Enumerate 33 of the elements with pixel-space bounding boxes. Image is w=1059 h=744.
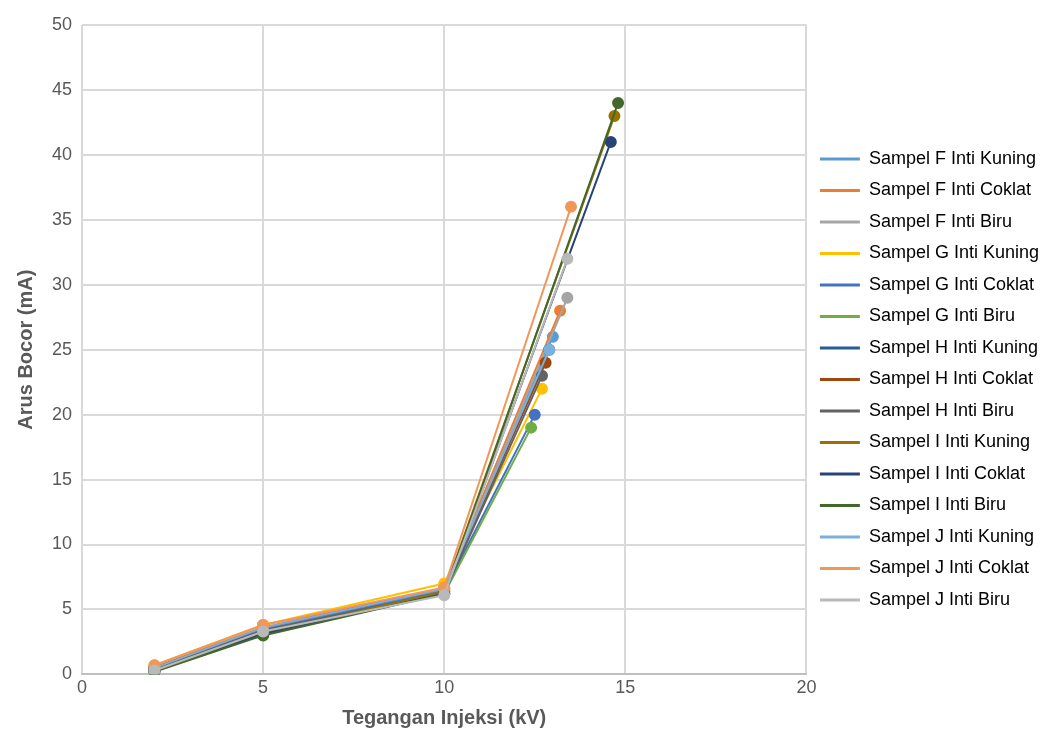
x-tick-label: 15 [615,677,636,698]
legend-label: Sampel H Inti Coklat [868,368,1033,389]
y-axis-title: Arus Bocor (mA) [13,269,36,430]
legend-label: Sampel G Inti Biru [868,305,1015,326]
y-tick-label: 45 [51,78,73,99]
y-tick-label: 0 [62,663,73,684]
legend-label: Sampel F Inti Kuning [868,147,1036,168]
y-tick-label: 35 [51,208,73,229]
y-tick-label: 10 [51,533,73,554]
y-tick-label: 5 [62,598,73,619]
legend-label: Sampel J Inti Kuning [868,525,1034,546]
legend-label: Sampel F Inti Coklat [868,179,1031,200]
legend-label: Sampel I Inti Biru [868,494,1006,515]
y-tick-label: 50 [51,13,73,34]
legend-label: Sampel I Inti Kuning [868,431,1031,452]
legend-label: Sampel G Inti Kuning [868,242,1040,263]
y-tick-label: 40 [51,143,73,164]
y-tick-label: 20 [51,403,73,424]
x-tick-label: 5 [258,677,269,698]
legend-label: Sampel H Inti Biru [868,399,1014,420]
legend-label: Sampel H Inti Kuning [868,336,1038,357]
legend-label: Sampel G Inti Coklat [868,273,1034,294]
x-tick-label: 0 [77,677,88,698]
y-tick-label: 30 [51,273,73,294]
legend-label: Sampel J Inti Biru [868,588,1010,609]
x-tick-label: 20 [796,677,817,698]
legend-label: Sampel J Inti Coklat [868,557,1029,578]
x-axis-title: Tegangan Injeksi (kV) [342,705,547,728]
y-tick-label: 25 [51,338,73,359]
legend-label: Sampel F Inti Biru [868,210,1012,231]
x-tick-label: 10 [434,677,455,698]
legend-label: Sampel I Inti Coklat [868,462,1025,483]
y-tick-label: 15 [51,468,73,489]
